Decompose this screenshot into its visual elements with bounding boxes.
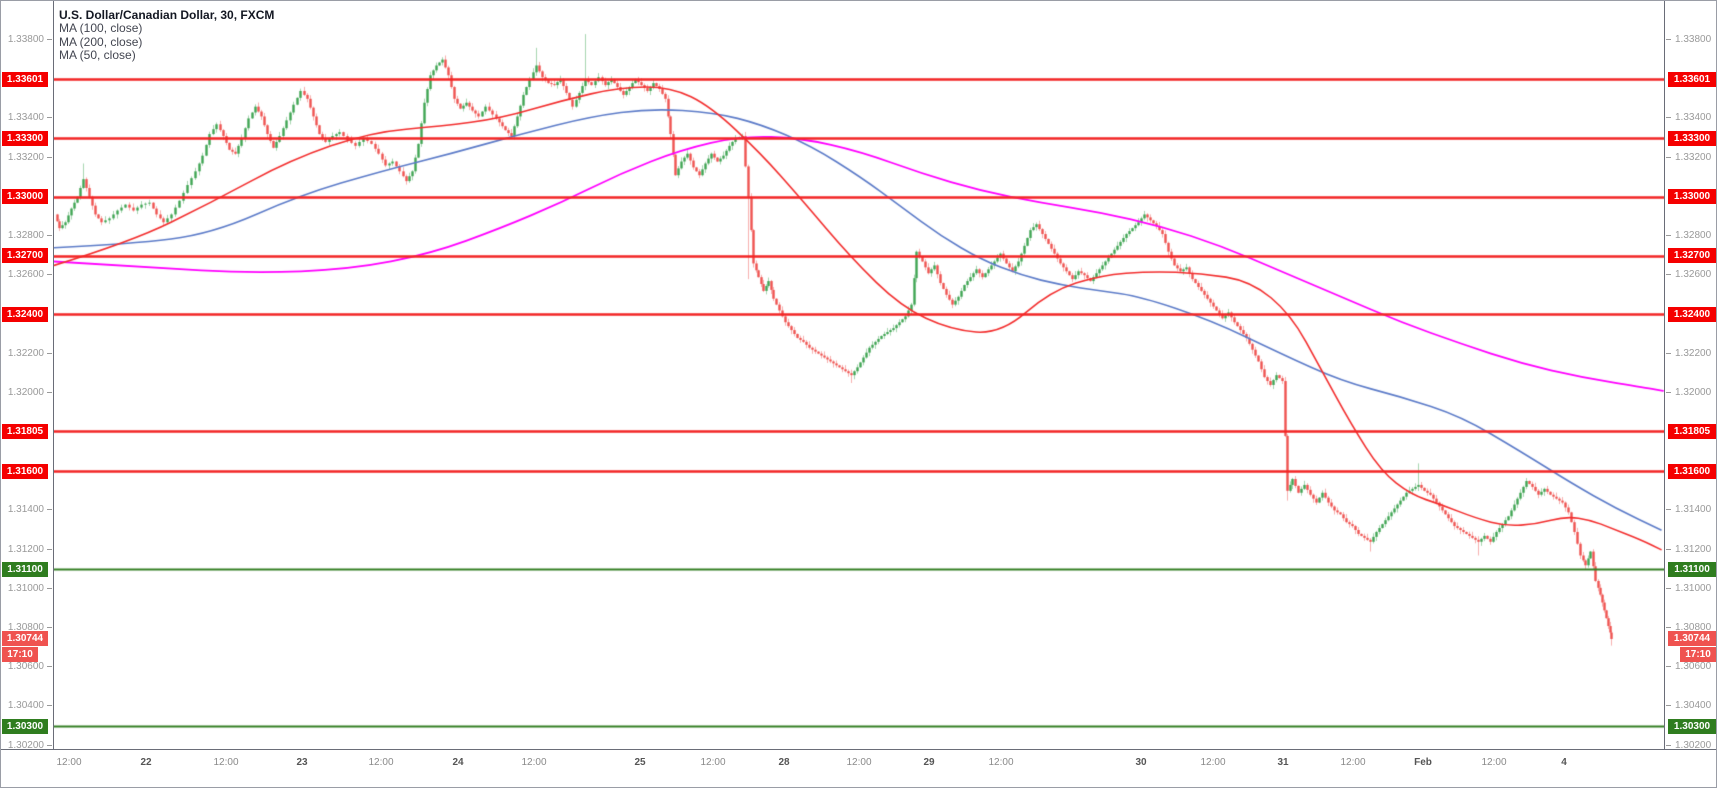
price-level-badge: 17:10 [1680, 647, 1716, 663]
time-tick-label: Feb [1414, 757, 1432, 768]
price-level-badge: 1.33601 [1668, 71, 1716, 87]
price-tick-label: 1.32800 [1666, 230, 1711, 242]
time-tick-label: 29 [923, 757, 935, 768]
price-tick-label: 1.31000 [1666, 583, 1711, 595]
price-level-badge: 1.30300 [2, 718, 48, 734]
symbol-title[interactable]: U.S. Dollar/Canadian Dollar, 30, FXCM [59, 8, 275, 22]
price-level-badge: 1.31600 [1668, 463, 1716, 479]
price-tick-label: 1.31400 [1666, 504, 1711, 516]
price-tick-label: 1.32200 [8, 348, 52, 360]
price-tick-label: 1.32000 [8, 387, 52, 399]
price-level-badge: 1.33300 [2, 130, 48, 146]
price-level-badge: 1.30744 [2, 631, 48, 647]
indicator-label-ma200[interactable]: MA (200, close) [59, 34, 143, 49]
time-tick-label: 31 [1277, 757, 1289, 768]
price-level-badge: 1.31100 [1668, 561, 1716, 577]
chart-plot-area[interactable] [54, 1, 1664, 749]
price-tick-label: 1.32800 [8, 230, 52, 242]
price-level-badge: 1.33000 [2, 189, 48, 205]
price-level-badge: 1.31100 [2, 561, 48, 577]
price-chart-canvas[interactable] [54, 1, 1664, 749]
price-level-badge: 1.33601 [2, 71, 48, 87]
time-tick-label: 12:00 [56, 757, 82, 768]
price-tick-label: 1.30400 [1666, 700, 1711, 712]
price-tick-label: 1.30200 [8, 740, 52, 752]
price-level-badge: 1.30300 [1668, 718, 1716, 734]
price-level-badge: 1.31805 [1668, 423, 1716, 439]
price-level-badge: 1.33300 [1668, 130, 1716, 146]
time-tick-label: 12:00 [213, 757, 239, 768]
indicator-label-ma50[interactable]: MA (50, close) [59, 48, 136, 62]
time-tick-label: 4 [1561, 757, 1567, 768]
price-tick-label: 1.30800 [8, 622, 52, 634]
time-tick-label: 12:00 [1481, 757, 1507, 768]
price-tick-label: 1.33800 [8, 34, 52, 46]
price-level-badge: 1.33000 [1668, 189, 1716, 205]
price-tick-label: 1.31200 [8, 544, 52, 556]
price-tick-label: 1.33200 [1666, 152, 1711, 164]
price-tick-label: 1.30600 [1666, 661, 1711, 673]
price-tick-label: 1.32000 [1666, 387, 1711, 399]
price-level-badge: 1.31600 [2, 463, 48, 479]
price-tick-label: 1.32200 [1666, 348, 1711, 360]
price-tick-label: 1.30800 [1666, 622, 1711, 634]
price-level-badge: 1.31805 [2, 423, 48, 439]
price-tick-label: 1.33200 [8, 152, 52, 164]
time-axis[interactable]: 12:00 22 12:00 23 12:00 24 12:00 25 12:00 28 12:00… [1, 749, 1716, 787]
time-tick-label: 24 [452, 757, 464, 768]
price-tick-label: 1.31400 [8, 504, 52, 516]
time-tick-label: 22 [140, 757, 152, 768]
price-level-badge: 1.32700 [2, 248, 48, 264]
price-tick-label: 1.32600 [8, 269, 52, 281]
price-level-badge: 1.32400 [2, 306, 48, 322]
chart-legend: U.S. Dollar/Canadian Dollar, 30, FXCM MA… [59, 8, 274, 63]
price-tick-label: 1.33800 [1666, 34, 1711, 46]
price-level-badge: 1.30744 [1668, 631, 1716, 647]
time-tick-label: 25 [634, 757, 646, 768]
time-tick-label: 12:00 [988, 757, 1014, 768]
price-tick-label: 1.33400 [1666, 112, 1711, 124]
price-tick-label: 1.31200 [1666, 544, 1711, 556]
time-tick-label: 30 [1135, 757, 1147, 768]
time-tick-label: 23 [296, 757, 308, 768]
time-tick-label: 12:00 [846, 757, 872, 768]
right-price-axis[interactable]: 1.33800 1.33400 1.33200 1.32800 1.32600 1.322… [1664, 1, 1716, 752]
time-tick-label: 12:00 [700, 757, 726, 768]
price-tick-label: 1.30600 [8, 661, 52, 673]
price-tick-label: 1.30200 [1666, 740, 1711, 752]
price-level-badge: 1.32700 [1668, 248, 1716, 264]
indicator-label-ma100[interactable]: MA (100, close) [59, 21, 143, 35]
price-tick-label: 1.33400 [8, 112, 52, 124]
time-tick-label: 12:00 [368, 757, 394, 768]
time-tick-label: 28 [778, 757, 790, 768]
time-tick-label: 12:00 [1340, 757, 1366, 768]
price-tick-label: 1.31000 [8, 583, 52, 595]
time-tick-label: 12:00 [521, 757, 547, 768]
price-tick-label: 1.32600 [1666, 269, 1711, 281]
price-tick-label: 1.30400 [8, 700, 52, 712]
left-price-axis[interactable]: 1.33800 1.33400 1.33200 1.32800 1.32600 1.322… [1, 1, 54, 752]
price-level-badge: 1.32400 [1668, 306, 1716, 322]
time-tick-label: 12:00 [1200, 757, 1226, 768]
price-level-badge: 17:10 [2, 647, 38, 663]
